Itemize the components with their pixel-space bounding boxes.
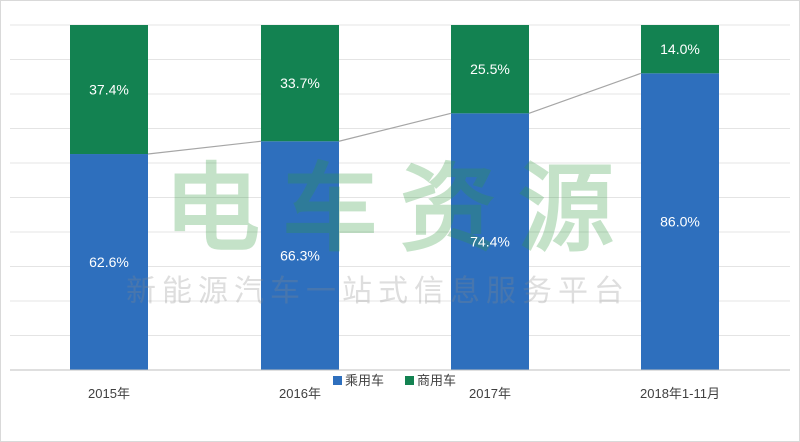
series-line bbox=[147, 140, 262, 155]
data-label-commercial: 33.7% bbox=[280, 75, 320, 91]
legend-label-commercial: 商用车 bbox=[417, 373, 456, 389]
x-tick-label: 2016年 bbox=[279, 386, 321, 401]
data-label-passenger: 66.3% bbox=[280, 248, 320, 264]
data-label-passenger: 86.0% bbox=[660, 214, 700, 230]
bars bbox=[70, 25, 719, 371]
x-tick-label: 2017年 bbox=[469, 386, 511, 401]
bar-passenger bbox=[70, 154, 148, 370]
watermark-logo: 电车资源 新能源汽车一站式信息服务平台 bbox=[126, 153, 636, 309]
bar-commercial bbox=[451, 25, 529, 114]
watermark-sub-text: 新能源汽车一站式信息服务平台 bbox=[126, 274, 630, 309]
series-line bbox=[338, 112, 452, 142]
series-line bbox=[528, 72, 642, 114]
bar-passenger bbox=[261, 141, 339, 370]
legend-swatch-passenger bbox=[333, 376, 342, 385]
data-label-passenger: 74.4% bbox=[470, 234, 510, 250]
x-tick-label: 2015年 bbox=[88, 386, 130, 401]
legend-swatch-commercial bbox=[405, 376, 414, 385]
data-label-commercial: 37.4% bbox=[89, 82, 129, 98]
legend-label-passenger: 乘用车 bbox=[345, 373, 384, 389]
watermark-main-text: 电车资源 bbox=[164, 153, 636, 265]
data-label-commercial: 14.0% bbox=[660, 41, 700, 57]
legend: 乘用车 商用车 bbox=[333, 373, 456, 389]
bar-passenger bbox=[641, 73, 719, 371]
bar-commercial bbox=[641, 25, 719, 74]
x-axis: 2015年 2016年 2017年 2018年1-11月 bbox=[10, 369, 790, 401]
bar-commercial bbox=[261, 25, 339, 142]
data-labels: 62.6% 37.4% 66.3% 33.7% 74.4% 25.5% 86.0% 14.0% bbox=[89, 41, 700, 270]
x-tick-label: 2018年1-11月 bbox=[640, 386, 720, 401]
data-label-commercial: 25.5% bbox=[470, 61, 510, 77]
data-label-passenger: 62.6% bbox=[89, 254, 129, 270]
bar-passenger bbox=[451, 113, 529, 370]
bar-commercial bbox=[70, 25, 148, 155]
series-lines bbox=[147, 72, 642, 155]
